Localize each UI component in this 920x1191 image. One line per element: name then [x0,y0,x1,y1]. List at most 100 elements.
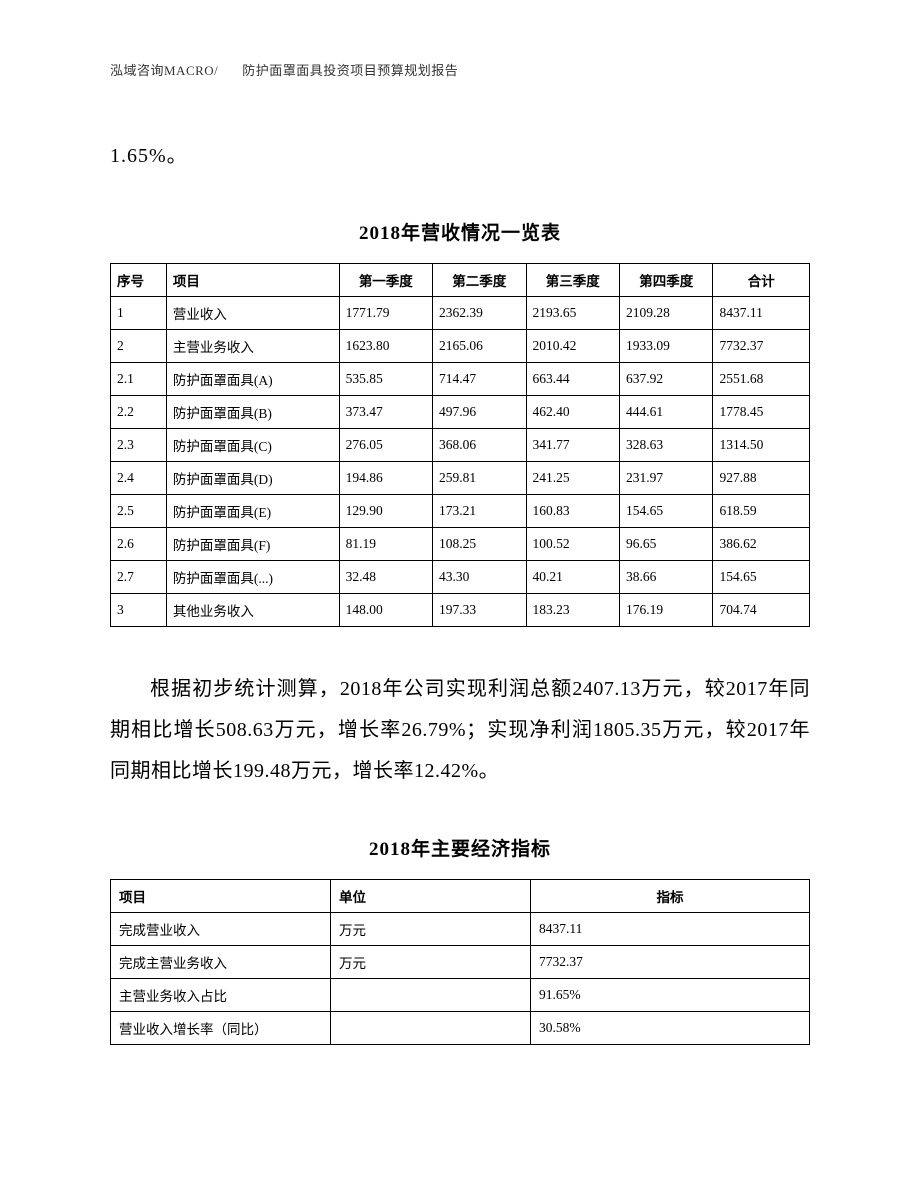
cell: 81.19 [339,528,432,561]
cell: 2.3 [111,429,167,462]
cell: 373.47 [339,396,432,429]
cell: 386.62 [713,528,810,561]
cell: 91.65% [531,979,810,1012]
cell: 341.77 [526,429,619,462]
cell [331,1012,531,1045]
cell: 2551.68 [713,363,810,396]
col-header: 第四季度 [619,264,712,297]
cell: 防护面罩面具(D) [166,462,339,495]
table-row: 2.2防护面罩面具(B)373.47497.96462.40444.611778… [111,396,810,429]
table-row: 主营业务收入占比 91.65% [111,979,810,1012]
cell: 704.74 [713,594,810,627]
col-header: 第二季度 [433,264,526,297]
cell: 462.40 [526,396,619,429]
cell: 万元 [331,913,531,946]
cell: 防护面罩面具(E) [166,495,339,528]
revenue-table: 序号 项目 第一季度 第二季度 第三季度 第四季度 合计 1营业收入1771.7… [110,263,810,627]
cell: 防护面罩面具(C) [166,429,339,462]
cell: 2.4 [111,462,167,495]
col-header: 指标 [531,880,810,913]
col-header: 序号 [111,264,167,297]
table-row: 2.6防护面罩面具(F)81.19108.25100.5296.65386.62 [111,528,810,561]
cell: 43.30 [433,561,526,594]
cell: 535.85 [339,363,432,396]
cell: 2.5 [111,495,167,528]
cell: 防护面罩面具(F) [166,528,339,561]
table-row: 营业收入增长率（同比） 30.58% [111,1012,810,1045]
col-header: 项目 [166,264,339,297]
cell: 30.58% [531,1012,810,1045]
cell: 108.25 [433,528,526,561]
header-left: 泓域咨询MACRO/ [110,63,218,78]
table-row: 2.1防护面罩面具(A)535.85714.47663.44637.922551… [111,363,810,396]
document-page: 泓域咨询MACRO/防护面罩面具投资项目预算规划报告 1.65%。 2018年营… [0,0,920,1105]
table-row: 2.5防护面罩面具(E)129.90173.21160.83154.65618.… [111,495,810,528]
cell: 防护面罩面具(...) [166,561,339,594]
cell: 2165.06 [433,330,526,363]
cell: 618.59 [713,495,810,528]
col-header: 单位 [331,880,531,913]
cell: 276.05 [339,429,432,462]
cell: 259.81 [433,462,526,495]
cell: 154.65 [713,561,810,594]
cell: 328.63 [619,429,712,462]
table-row: 2.7防护面罩面具(...)32.4843.3040.2138.66154.65 [111,561,810,594]
table-row: 2.4防护面罩面具(D)194.86259.81241.25231.97927.… [111,462,810,495]
cell: 1623.80 [339,330,432,363]
cell: 营业收入 [166,297,339,330]
cell: 营业收入增长率（同比） [111,1012,331,1045]
cell: 防护面罩面具(B) [166,396,339,429]
cell: 160.83 [526,495,619,528]
cell: 2.7 [111,561,167,594]
cell: 497.96 [433,396,526,429]
cell: 2109.28 [619,297,712,330]
body-paragraph: 根据初步统计测算，2018年公司实现利润总额2407.13万元，较2017年同期… [110,669,810,792]
cell: 194.86 [339,462,432,495]
cell: 8437.11 [713,297,810,330]
cell: 96.65 [619,528,712,561]
col-header: 项目 [111,880,331,913]
cell: 1 [111,297,167,330]
cell: 主营业务收入 [166,330,339,363]
cell: 2 [111,330,167,363]
cell: 2.2 [111,396,167,429]
cell: 154.65 [619,495,712,528]
cell: 197.33 [433,594,526,627]
cell: 100.52 [526,528,619,561]
cell: 主营业务收入占比 [111,979,331,1012]
cell: 714.47 [433,363,526,396]
cell: 其他业务收入 [166,594,339,627]
cell: 637.92 [619,363,712,396]
table1-title: 2018年营收情况一览表 [110,218,810,245]
col-header: 第三季度 [526,264,619,297]
cell: 176.19 [619,594,712,627]
col-header: 合计 [713,264,810,297]
cell: 1778.45 [713,396,810,429]
fragment-line: 1.65%。 [110,139,810,168]
cell: 38.66 [619,561,712,594]
cell: 663.44 [526,363,619,396]
cell: 7732.37 [531,946,810,979]
cell: 148.00 [339,594,432,627]
cell: 2.1 [111,363,167,396]
cell: 8437.11 [531,913,810,946]
page-header: 泓域咨询MACRO/防护面罩面具投资项目预算规划报告 [110,60,810,79]
cell: 3 [111,594,167,627]
cell: 368.06 [433,429,526,462]
table-row: 1营业收入1771.792362.392193.652109.288437.11 [111,297,810,330]
cell: 防护面罩面具(A) [166,363,339,396]
cell: 1933.09 [619,330,712,363]
cell: 完成主营业务收入 [111,946,331,979]
cell: 万元 [331,946,531,979]
cell: 1771.79 [339,297,432,330]
table-row: 3其他业务收入148.00197.33183.23176.19704.74 [111,594,810,627]
table-header-row: 项目 单位 指标 [111,880,810,913]
table-row: 完成主营业务收入万元7732.37 [111,946,810,979]
cell: 1314.50 [713,429,810,462]
cell: 7732.37 [713,330,810,363]
cell: 173.21 [433,495,526,528]
cell: 完成营业收入 [111,913,331,946]
cell: 40.21 [526,561,619,594]
cell: 129.90 [339,495,432,528]
cell: 927.88 [713,462,810,495]
